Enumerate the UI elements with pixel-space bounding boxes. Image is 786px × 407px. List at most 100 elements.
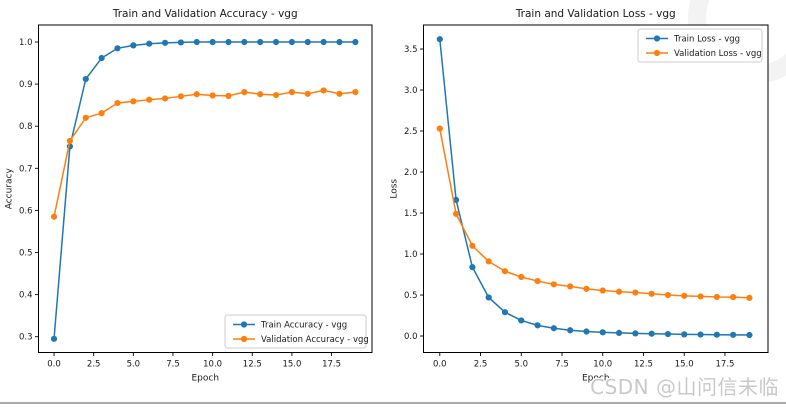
series-marker (664, 330, 672, 338)
series-marker (632, 330, 639, 337)
series-marker (648, 290, 655, 297)
series-marker (583, 285, 590, 292)
x-tick-label: 7.5 (166, 360, 180, 370)
series-marker (193, 91, 200, 98)
plot-area (38, 24, 373, 353)
series-marker (225, 38, 232, 46)
x-tick-label: 12.5 (243, 360, 262, 370)
legend-sample-marker (653, 35, 661, 42)
y-tick-label: 0.7 (19, 164, 33, 174)
series-marker (50, 213, 58, 220)
x-axis-label: Epoch (582, 374, 610, 384)
series-marker (336, 90, 343, 97)
series-marker (730, 293, 737, 301)
series-marker (436, 125, 443, 132)
series-marker (730, 331, 737, 338)
series-marker (713, 293, 720, 301)
legend-sample-marker (240, 321, 248, 328)
y-tick-label: 0.9 (19, 80, 33, 90)
series-marker (501, 309, 509, 316)
y-tick-label: 0.6 (19, 206, 33, 216)
x-tick-label: 2.5 (474, 360, 488, 370)
loss-chart: Train and Validation Loss - vgg 0.0 2.5 5.0… (390, 8, 769, 384)
series-marker (681, 292, 688, 299)
series-marker (288, 38, 296, 46)
series-marker (82, 114, 89, 121)
x-axis-label: Epoch (191, 374, 219, 384)
series-marker (336, 38, 343, 46)
series-marker (177, 39, 185, 46)
x-tick-label: 15.0 (282, 360, 301, 370)
x-tick-label: 5.0 (515, 360, 529, 370)
y-axis-label: Accuracy (5, 168, 15, 210)
y-axis-label: Loss (390, 179, 400, 199)
legend-label: Validation Accuracy - vgg (261, 335, 369, 345)
legend-box (224, 314, 367, 349)
y-tick-label: 0.0 (404, 332, 418, 342)
y-tick-label: 0.5 (19, 249, 33, 259)
y-tick-label: 0.3 (19, 333, 33, 343)
series-marker (534, 322, 541, 329)
series-marker (130, 98, 137, 105)
chart-title: Train and Validation Loss - vgg (515, 8, 676, 20)
series-marker (161, 95, 169, 102)
series-marker (130, 42, 137, 49)
y-tick-label: 3.5 (404, 45, 418, 55)
y-tick-label: 2.0 (404, 168, 418, 178)
plot-area (423, 24, 769, 353)
series-marker (681, 331, 688, 338)
series-marker (713, 331, 720, 338)
series-marker (452, 210, 460, 217)
csdn-watermark: CSDN @山问信未临 (590, 375, 779, 399)
legend-box (637, 28, 763, 63)
series-marker (746, 294, 753, 301)
series-marker (697, 293, 704, 300)
series-marker (114, 45, 121, 52)
legend-sample-marker (240, 335, 248, 343)
series-marker (209, 38, 216, 46)
y-tick-label: 1.0 (19, 38, 33, 48)
accuracy-chart: Train and Validation Accuracy - vgg 0.0 2.… (5, 8, 373, 384)
series-marker (98, 110, 105, 117)
series-marker (567, 283, 574, 290)
series-marker (146, 40, 153, 47)
series-marker (501, 268, 509, 275)
x-tick-label: 12.5 (634, 360, 653, 370)
series-marker (550, 281, 557, 288)
series-marker (177, 93, 185, 100)
series-marker (272, 91, 280, 99)
series-marker (567, 327, 574, 334)
series-marker (664, 291, 672, 299)
series-marker (485, 294, 492, 301)
series-marker (599, 287, 606, 294)
legend-label: Validation Loss - vgg (674, 49, 762, 59)
series-marker (697, 331, 704, 338)
x-tick-label: 0.0 (47, 360, 61, 370)
series-marker (193, 38, 200, 46)
legend-sample-marker (653, 49, 661, 57)
series-marker (518, 273, 525, 281)
legend-label: Train Loss - vgg (673, 35, 740, 45)
legend-label: Train Accuracy - vgg (260, 321, 347, 331)
series-marker (288, 89, 296, 96)
x-tick-label: 15.0 (675, 360, 694, 370)
y-tick-label: 0.5 (404, 291, 418, 301)
x-tick-label: 2.5 (87, 360, 101, 370)
x-tick-label: 7.5 (555, 360, 569, 370)
y-tick-label: 0.4 (19, 291, 33, 301)
series-marker (320, 38, 327, 46)
x-tick-label: 0.0 (433, 360, 447, 370)
series-marker (436, 36, 443, 43)
x-tick-label: 5.0 (127, 360, 141, 370)
y-tick-label: 2.5 (404, 127, 418, 137)
series-marker (583, 328, 590, 335)
bottom-divider (0, 402, 786, 404)
series-marker (599, 329, 606, 336)
series-marker (241, 38, 248, 46)
y-tick-label: 3.0 (404, 86, 418, 96)
series-marker (648, 330, 655, 337)
series-marker (272, 38, 280, 46)
series-marker (352, 89, 359, 96)
series-marker (257, 38, 264, 46)
